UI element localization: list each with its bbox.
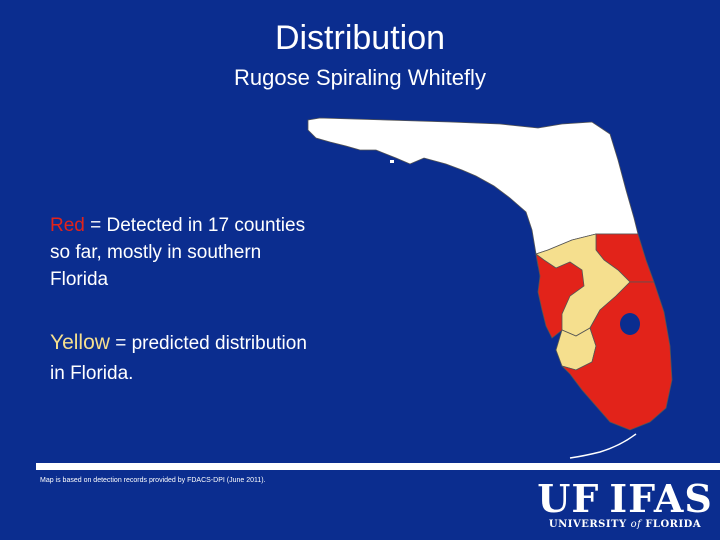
logo-university-of: of <box>630 519 642 530</box>
legend-predicted: Yellow = predicted distribution in Flori… <box>50 328 310 389</box>
map-region-south-detected <box>560 281 673 431</box>
florida-map-svg <box>307 117 673 459</box>
legend-predicted-keyword: Yellow <box>50 331 110 354</box>
footer-divider <box>36 463 720 470</box>
logo-ifas: IFAS <box>609 476 713 521</box>
legend-detected-keyword: Red <box>50 215 85 236</box>
map-region-keys <box>569 433 637 459</box>
map-region-westcoast-detected <box>535 253 585 339</box>
logo-wordmark: UF IFAS <box>537 476 713 521</box>
logo-university-line: UNIVERSITY of FLORIDA <box>540 518 710 532</box>
map-lake-okeechobee <box>620 313 640 335</box>
slide-title: Distribution <box>274 19 446 57</box>
legend-detected-text: = Detected in 17 counties so far, mostly… <box>50 215 306 290</box>
logo-uf: UF <box>537 476 600 521</box>
uf-ifas-logo: UF IFAS UNIVERSITY of FLORIDA <box>537 476 713 536</box>
source-note: Map is based on detection records provid… <box>40 477 266 484</box>
logo-university-prefix: UNIVERSITY <box>548 519 631 530</box>
legend-detected: Red = Detected in 17 counties so far, mo… <box>50 212 310 293</box>
map-region-north <box>307 117 639 255</box>
legend-predicted-text: = predicted distribution in Florida. <box>50 333 307 384</box>
map-coast-islands <box>324 130 394 163</box>
slide-subtitle: Rugose Spiraling Whitefly <box>234 65 486 90</box>
florida-map <box>300 100 700 470</box>
logo-university-suffix: FLORIDA <box>641 519 702 530</box>
